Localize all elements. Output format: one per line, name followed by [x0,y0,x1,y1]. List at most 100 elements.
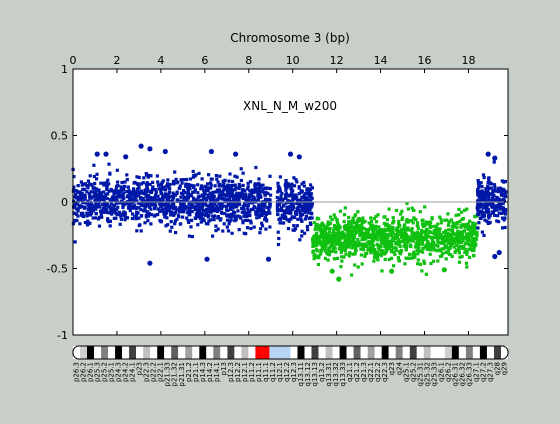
data-point [212,215,216,219]
data-point [136,201,140,205]
data-point [347,215,351,219]
band-label: q22.1 [367,362,375,382]
data-point [152,199,156,203]
data-point [164,211,168,215]
data-point [142,176,146,180]
data-point [415,230,419,234]
data-point [344,236,348,240]
data-point [189,194,194,198]
data-point [279,194,283,198]
data-point [474,237,479,241]
data-point [411,231,415,235]
ideogram-band [206,346,214,359]
data-point [321,234,325,238]
data-point [487,192,491,196]
data-point [339,236,343,240]
data-point [396,256,400,260]
data-point [383,233,387,237]
ideogram-band [423,346,431,359]
data-point [453,250,457,254]
data-point [156,180,160,184]
data-point [427,230,431,234]
data-point [268,174,272,178]
data-point [283,196,287,200]
data-point [173,210,178,214]
data-point [226,197,230,202]
data-point [483,196,487,200]
data-point [224,194,229,198]
data-point [411,221,415,225]
data-point [500,179,504,183]
data-point [277,201,281,205]
data-point [253,188,257,192]
data-point [151,187,155,191]
data-point [321,240,325,244]
data-point [404,242,408,246]
data-point [487,195,491,199]
data-point [83,195,87,199]
data-point [193,188,197,192]
data-point [326,258,330,262]
data-point [169,199,173,203]
data-point [190,209,194,214]
data-point [167,186,171,190]
band-label: q29 [501,362,509,375]
ideogram-band [143,346,151,359]
data-point [84,201,88,205]
data-point [385,218,389,222]
data-point [255,186,259,190]
data-point [246,185,250,189]
data-point [496,249,502,256]
data-point [476,213,480,217]
data-point [499,190,503,195]
data-point [343,238,347,242]
data-point [487,221,491,225]
data-point [144,215,148,219]
data-point [153,196,157,200]
data-point [367,221,371,225]
data-point [444,233,449,237]
data-point [207,173,211,177]
data-point [386,233,390,237]
data-point [181,215,185,219]
data-point [488,213,492,218]
data-point [83,220,87,225]
ideogram-band [367,346,375,359]
data-point [126,194,130,198]
data-point [237,228,241,232]
data-point [106,218,110,222]
data-point [159,189,163,193]
data-point [144,182,149,187]
band-label: q12.2 [283,362,291,382]
data-point [73,218,77,222]
data-point [86,221,90,225]
data-point [474,232,478,236]
data-point [285,186,289,190]
data-point [408,256,412,260]
data-point [72,203,76,207]
data-point [332,226,336,230]
data-point [261,183,265,187]
data-point [234,185,238,190]
data-point [350,233,355,237]
data-point [305,188,309,192]
data-point [300,234,304,238]
data-point [481,173,486,177]
data-point [131,212,135,216]
data-point [343,206,347,210]
data-point [322,223,326,228]
data-point [100,203,104,207]
data-point [354,213,358,217]
data-point [169,212,173,216]
data-point [481,196,485,200]
data-point [374,220,379,224]
data-point [276,212,280,217]
data-point [471,228,476,232]
data-point [344,252,348,256]
data-point [72,205,76,209]
data-point [140,201,144,205]
data-point [180,181,184,185]
data-point [456,233,460,237]
data-point [146,214,150,218]
data-point [282,221,286,225]
